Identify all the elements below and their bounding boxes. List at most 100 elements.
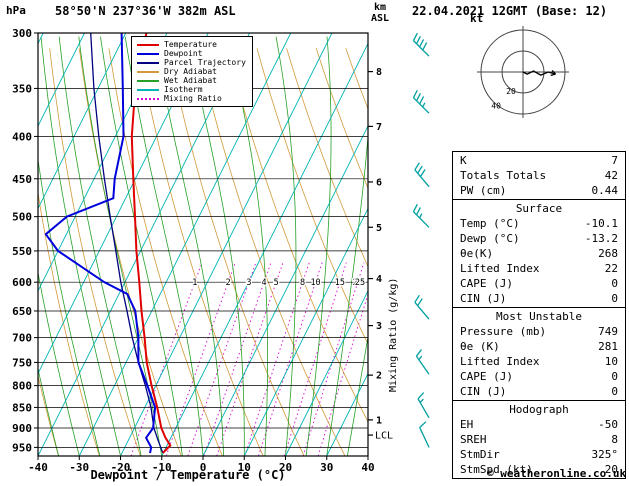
dewpoint-line xyxy=(44,33,157,454)
mixing-ratio-value-label: 2 xyxy=(226,278,231,288)
stats-row: θe(K) 268 xyxy=(453,246,625,261)
legend-item-label: Isotherm xyxy=(164,85,203,94)
stats-section-header: Surface xyxy=(515,202,563,215)
temperature-tick-label: -10 xyxy=(152,461,172,474)
stats-row-value: 0.44 xyxy=(591,184,619,197)
stats-row: EH -50 xyxy=(453,417,625,432)
km-tick-label: 6 xyxy=(376,177,382,188)
temperature-tick-label: -40 xyxy=(28,461,48,474)
stats-row-label: PW (cm) xyxy=(460,184,507,197)
wind-barb xyxy=(419,421,430,448)
legend-line-sample xyxy=(137,52,159,55)
legend-item-label: Dewpoint xyxy=(164,49,203,58)
wet-adiabats xyxy=(38,36,368,456)
pressure-tick-label: 400 xyxy=(12,130,32,143)
altitude-unit-asl: ASL xyxy=(371,13,390,24)
stats-row-value: -10.1 xyxy=(584,217,618,230)
stats-row-label: Temp (°C) xyxy=(460,217,520,230)
stats-row-value: 0 xyxy=(611,370,618,383)
dry-adiabats xyxy=(38,48,368,456)
pressure-axis: 300 350 400 450 500 550 600 650 700 750 800 850 900 9… xyxy=(12,27,38,454)
km-tick-label: 3 xyxy=(376,321,382,332)
stats-row-value: 22 xyxy=(604,262,618,275)
lcl-label: LCL xyxy=(375,431,393,442)
mixing-ratio-value-label: 3 xyxy=(246,278,251,288)
hodograph-trace xyxy=(522,70,556,76)
pressure-tick-label: 300 xyxy=(12,27,32,40)
mixing-ratio-value-label: 8 xyxy=(300,278,305,288)
pressure-unit-label: hPa xyxy=(6,4,26,17)
legend-item: Parcel Trajectory xyxy=(137,58,246,67)
stats-section-header: Most Unstable xyxy=(495,310,583,323)
stats-row-label: StmSpd (kt) xyxy=(460,463,533,476)
km-tick-label: 2 xyxy=(376,371,382,382)
stats-section: Surface Temp (°C) -10.1 Dewp (°C) -13.2 θe(K)… xyxy=(452,199,626,308)
legend-item-label: Mixing Ratio xyxy=(164,94,222,103)
altitude-axis: 8 7 6 5 4 3 2 1 LCL xyxy=(368,67,393,442)
altitude-unit-km: km xyxy=(374,2,387,13)
stats-row: SREH 8 xyxy=(453,432,625,447)
stats-row-value: 281 xyxy=(598,340,618,353)
stats-row-value: 20 xyxy=(604,463,618,476)
hodograph-ring-label: 40 xyxy=(491,102,501,111)
stats-row-label: θe (K) xyxy=(460,340,500,353)
legend-line-sample xyxy=(137,70,159,73)
temperature-tick-label: -20 xyxy=(111,461,131,474)
temperature-tick-label: 0 xyxy=(200,461,207,474)
stats-section-header: Hodograph xyxy=(509,403,569,416)
stats-row: CIN (J) 0 xyxy=(453,291,625,306)
legend-line-sample xyxy=(137,88,159,91)
mixing-ratio-value-label: 25 xyxy=(355,278,365,288)
stats-row-label: CAPE (J) xyxy=(460,370,513,383)
legend-line-sample xyxy=(137,61,159,64)
page-title: 58°50'N 237°36'W 382m ASL xyxy=(55,4,236,18)
pressure-tick-label: 900 xyxy=(12,422,32,435)
wind-barb xyxy=(412,89,430,114)
stats-row: StmSpd (kt) 20 xyxy=(453,462,625,477)
km-tick-label: 5 xyxy=(376,223,382,234)
stats-row-label: EH xyxy=(460,418,474,431)
stats-row-value: 7 xyxy=(611,154,618,167)
stats-section: K 7 Totals Totals 42 PW (cm) 0.44 xyxy=(452,151,626,200)
x-axis-label: Dewpoint / Temperature (°C) xyxy=(90,468,286,482)
legend-item-label: Wet Adiabat xyxy=(164,76,217,85)
stats-section: Hodograph EH -50 SREH 8 StmDir 325° StmSpd (kt)… xyxy=(452,400,626,479)
legend-item-label: Dry Adiabat xyxy=(164,67,217,76)
stats-row: Temp (°C) -10.1 xyxy=(453,216,625,231)
mixing-ratio-value-label: 1 xyxy=(192,278,197,288)
stats-row-label: StmDir xyxy=(460,448,500,461)
stats-section: Most Unstable Pressure (mb) 749 θe (K) 281 Li… xyxy=(452,307,626,401)
legend-item-label: Temperature xyxy=(164,40,217,49)
legend-item: Dry Adiabat xyxy=(137,67,246,76)
legend-line-sample xyxy=(137,97,159,100)
stats-row: CIN (J) 0 xyxy=(453,384,625,399)
stats-row: CAPE (J) 0 xyxy=(453,276,625,291)
stats-row-value: 10 xyxy=(604,355,618,368)
stats-row-value: 42 xyxy=(604,169,618,182)
pressure-tick-label: 650 xyxy=(12,305,32,318)
legend-item: Isotherm xyxy=(137,85,246,94)
wind-barb xyxy=(417,392,430,419)
datetime-label: 22.04.2021 12GMT (Base: 12) xyxy=(412,4,608,18)
stats-row-value: 0 xyxy=(611,277,618,290)
pressure-tick-label: 700 xyxy=(12,332,32,345)
legend-item: Dewpoint xyxy=(137,49,246,58)
stats-row: CAPE (J) 0 xyxy=(453,369,625,384)
stats-row: θe (K) 281 xyxy=(453,339,625,354)
mixing-ratio-value-label: 15 xyxy=(335,278,345,288)
wind-barb xyxy=(415,349,430,375)
wind-barb xyxy=(414,162,430,188)
stats-row-label: K xyxy=(460,154,467,167)
stats-row-label: Dewp (°C) xyxy=(460,232,520,245)
km-tick-label: 1 xyxy=(376,415,382,426)
mixing-ratio-value-label: 5 xyxy=(274,278,279,288)
temperature-tick-label: 40 xyxy=(361,461,374,474)
pressure-tick-label: 500 xyxy=(12,211,32,224)
stats-row-value: 325° xyxy=(591,448,619,461)
legend-line-sample xyxy=(137,79,159,82)
stats-row-value: 8 xyxy=(611,433,618,446)
